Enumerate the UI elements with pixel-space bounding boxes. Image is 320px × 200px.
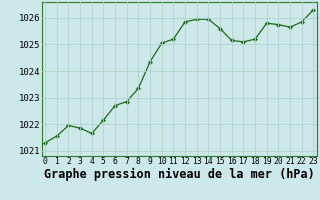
X-axis label: Graphe pression niveau de la mer (hPa): Graphe pression niveau de la mer (hPa): [44, 168, 315, 181]
